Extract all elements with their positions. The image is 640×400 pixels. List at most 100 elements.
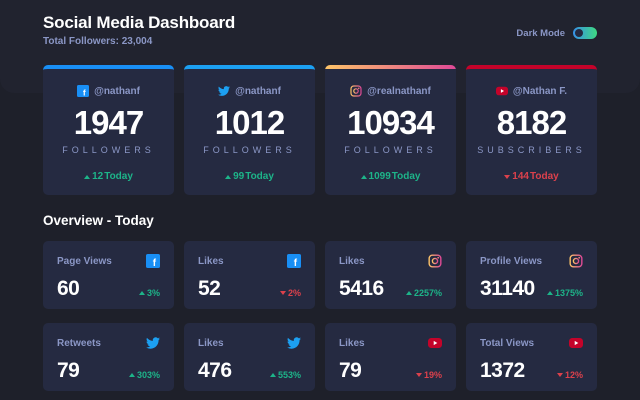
metric-label: Likes (339, 337, 365, 349)
change-arrow-icon (405, 291, 412, 295)
overview-heading: Overview - Today (43, 213, 154, 228)
instagram-likes-card: Likes 5416 2257% (325, 241, 456, 309)
change-suffix: Today (104, 171, 133, 182)
account-handle: @nathanf (94, 85, 140, 97)
metric-value: 31140 (480, 277, 535, 300)
overview-cards: Page Views f 60 3% Likes f 52 2% Likes (43, 241, 597, 391)
metric-label: Total Views (480, 337, 535, 349)
metric-change: 303% (128, 370, 160, 381)
change-suffix: Today (391, 171, 421, 182)
change-suffix: Today (529, 171, 559, 182)
metric-label: Likes (198, 337, 224, 349)
change-arrow-icon (546, 291, 553, 295)
metric-label: Likes (198, 255, 224, 267)
svg-text:f: f (83, 87, 86, 97)
change-value: 1099 (368, 171, 391, 182)
metric-change: 19% (415, 370, 442, 381)
change-arrow-icon (556, 373, 563, 377)
facebook-icon: f (77, 85, 90, 97)
change-arrow-icon (279, 291, 286, 295)
account-handle-row: @realnathanf (325, 85, 456, 97)
follower-count-label: SUBSCRIBERS (477, 145, 586, 155)
account-handle: @nathanf (235, 85, 281, 97)
change-arrow-icon (415, 373, 422, 377)
change-arrow-icon (84, 174, 91, 179)
daily-change: 99 Today (184, 171, 315, 182)
follower-count-label: FOLLOWERS (344, 145, 437, 155)
metric-label: Retweets (57, 337, 101, 349)
metric-change: 3% (138, 288, 160, 299)
instagram-profile-views-card: Profile Views 31140 1375% (466, 241, 597, 309)
dark-mode-control: Dark Mode (516, 27, 597, 39)
change-suffix: Today (245, 171, 274, 182)
twitter-icon (146, 337, 160, 349)
instagram-icon (569, 254, 583, 268)
title-block: Social Media Dashboard Total Followers: … (43, 13, 235, 47)
youtube-icon (569, 338, 583, 348)
follower-count: 8182 (496, 104, 567, 141)
account-handle-row: @Nathan F. (466, 85, 597, 97)
youtube-follower-card: @Nathan F. 8182 SUBSCRIBERS 144 Today (466, 65, 597, 195)
metric-change: 12% (556, 370, 583, 381)
instagram-follower-card: @realnathanf 10934 FOLLOWERS 1099 Today (325, 65, 456, 195)
metric-value: 476 (198, 359, 232, 382)
change-arrow-icon (269, 373, 276, 377)
metric-change: 553% (269, 370, 301, 381)
account-handle-row: @nathanf (184, 85, 315, 97)
metric-change: 2% (279, 288, 301, 299)
follower-cards: f @nathanf 1947 FOLLOWERS 12 Today @nath… (43, 65, 597, 195)
facebook-likes-card: Likes f 52 2% (184, 241, 315, 309)
instagram-icon (350, 85, 362, 97)
youtube-total-views-card: Total Views 1372 12% (466, 323, 597, 391)
page-title: Social Media Dashboard (43, 13, 236, 32)
facebook-icon: f (287, 254, 301, 268)
svg-text:f: f (294, 258, 298, 268)
change-arrow-icon (360, 174, 367, 179)
metric-change: 1375% (546, 288, 583, 299)
change-value: 12 (92, 171, 104, 182)
metric-value: 52 (198, 277, 221, 300)
svg-text:f: f (153, 258, 157, 268)
change-value: 99 (233, 171, 245, 182)
metric-change: 2257% (405, 288, 442, 299)
metric-value: 5416 (339, 277, 384, 300)
facebook-page-views-card: Page Views f 60 3% (43, 241, 174, 309)
change-arrow-icon (225, 174, 232, 179)
metric-label: Page Views (57, 255, 112, 267)
daily-change: 144 Today (466, 171, 597, 182)
account-handle: @Nathan F. (512, 85, 568, 97)
dark-mode-toggle[interactable] (573, 27, 597, 39)
metric-value: 79 (57, 359, 80, 382)
twitter-follower-card: @nathanf 1012 FOLLOWERS 99 Today (184, 65, 315, 195)
follower-count-label: FOLLOWERS (203, 145, 296, 155)
account-handle-row: f @nathanf (43, 85, 174, 97)
twitter-icon (287, 337, 301, 349)
account-handle: @realnathanf (367, 85, 431, 97)
metric-value: 1372 (480, 359, 525, 382)
topbar: Social Media Dashboard Total Followers: … (43, 0, 597, 47)
metric-label: Profile Views (480, 255, 543, 267)
daily-change: 12 Today (43, 171, 174, 182)
dashboard: Social Media Dashboard Total Followers: … (43, 0, 597, 391)
dark-mode-label: Dark Mode (516, 27, 565, 39)
toggle-knob-icon (575, 29, 583, 37)
youtube-icon (495, 86, 508, 96)
follower-count-label: FOLLOWERS (62, 145, 155, 155)
follower-count: 1012 (214, 104, 285, 141)
follower-count: 1947 (73, 104, 144, 141)
follower-count: 10934 (347, 104, 435, 141)
instagram-icon (428, 254, 442, 268)
metric-value: 79 (339, 359, 362, 382)
facebook-follower-card: f @nathanf 1947 FOLLOWERS 12 Today (43, 65, 174, 195)
change-arrow-icon (138, 291, 145, 295)
twitter-icon (218, 86, 231, 96)
youtube-icon (428, 338, 442, 348)
change-arrow-icon (504, 174, 511, 179)
metric-value: 60 (57, 277, 80, 300)
twitter-likes-card: Likes 476 553% (184, 323, 315, 391)
change-value: 144 (512, 171, 529, 182)
twitter-retweets-card: Retweets 79 303% (43, 323, 174, 391)
metric-label: Likes (339, 255, 365, 267)
youtube-likes-card: Likes 79 19% (325, 323, 456, 391)
facebook-icon: f (146, 254, 160, 268)
